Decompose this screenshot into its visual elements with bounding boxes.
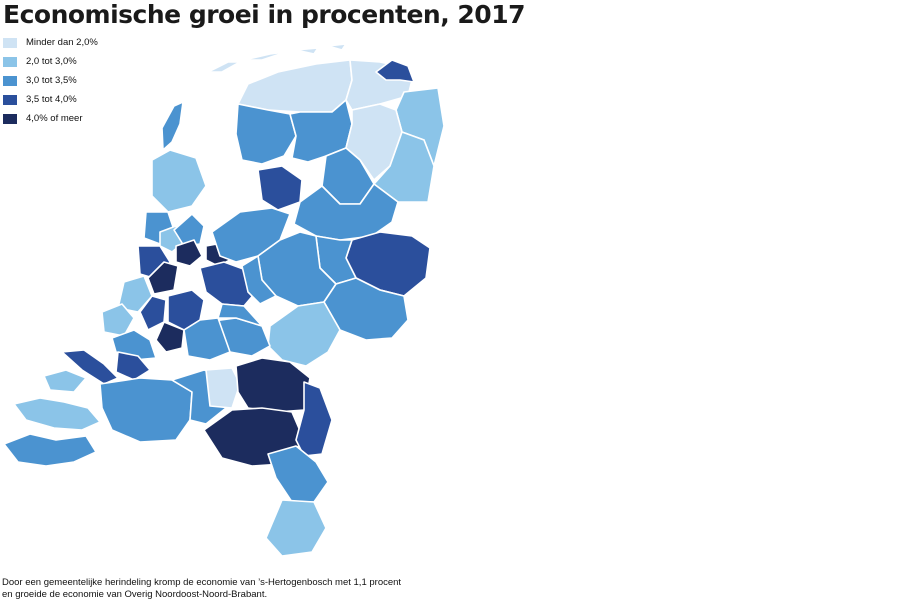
- region-arnhem-nijmegen[interactable]: [267, 301, 341, 367]
- legend-swatch: [3, 94, 17, 105]
- region-schiermonnikoog[interactable]: [327, 43, 347, 51]
- region-groot-rijnmond[interactable]: [155, 321, 185, 353]
- region-west-noord-brabant[interactable]: [99, 377, 193, 443]
- region-texel[interactable]: [161, 101, 184, 151]
- region-achterhoek[interactable]: [323, 277, 409, 341]
- region-utrecht[interactable]: [199, 261, 257, 307]
- region-zuid-limburg[interactable]: [265, 499, 327, 557]
- region-terschelling[interactable]: [243, 51, 287, 61]
- legend-swatch: [3, 37, 17, 48]
- region-s-gravenhage[interactable]: [101, 303, 135, 337]
- region-zuidoost-drenthe[interactable]: [373, 131, 435, 203]
- legend-item-gte4: 4,0% of meer: [3, 109, 98, 128]
- region-noord-friesland[interactable]: [237, 59, 353, 113]
- legend-item-lt2: Minder dan 2,0%: [3, 33, 98, 52]
- region-amsterdam[interactable]: [175, 239, 203, 267]
- region-delft-westland[interactable]: [139, 295, 167, 331]
- region-overig-zeeland[interactable]: [13, 397, 101, 431]
- footnote-line-1: Door een gemeentelijke herindeling kromp…: [2, 577, 402, 588]
- legend: Minder dan 2,0% 2,0 tot 3,0% 3,0 tot 3,5…: [3, 33, 98, 128]
- legend-item-35-4: 3,5 tot 4,0%: [3, 90, 98, 109]
- region-noordoost-noord-brabant[interactable]: [235, 357, 311, 413]
- legend-item-2-3: 2,0 tot 3,0%: [3, 52, 98, 71]
- legend-label: Minder dan 2,0%: [26, 37, 98, 48]
- legend-item-3-35: 3,0 tot 3,5%: [3, 71, 98, 90]
- region-ameland[interactable]: [295, 47, 319, 55]
- region-midden-limburg[interactable]: [267, 445, 329, 503]
- region-schouwen-duiveland[interactable]: [43, 369, 87, 393]
- legend-swatch: [3, 75, 17, 86]
- map-title: Economische groei in procenten, 2017: [3, 0, 525, 29]
- region-delfzijl[interactable]: [375, 59, 415, 83]
- region-hoeksche-waard[interactable]: [115, 351, 151, 381]
- region-vlieland[interactable]: [207, 61, 241, 73]
- legend-label: 4,0% of meer: [26, 113, 83, 124]
- region-amersfoort[interactable]: [241, 255, 277, 305]
- legend-label: 2,0 tot 3,0%: [26, 56, 77, 67]
- region-flevoland-noord[interactable]: [257, 165, 303, 211]
- region-noord-overijssel[interactable]: [293, 183, 399, 241]
- legend-label: 3,5 tot 4,0%: [26, 94, 77, 105]
- region-noord-drenthe[interactable]: [345, 103, 403, 181]
- region-s-hertogenbosch[interactable]: [205, 367, 241, 409]
- region-groot-amsterdam-zuid[interactable]: [147, 261, 179, 295]
- legend-swatch: [3, 113, 17, 124]
- region-kop-van-noord-holland[interactable]: [151, 149, 207, 213]
- region-zuidwest-friesland[interactable]: [235, 103, 297, 165]
- region-zuidoost-zuid-holland[interactable]: [183, 317, 231, 361]
- footnote: Door een gemeentelijke herindeling kromp…: [2, 577, 401, 601]
- footnote-line-2: en groeide de economie van Overig Noordo…: [2, 589, 268, 600]
- region-voorne-putten[interactable]: [61, 349, 119, 385]
- region-noord-limburg[interactable]: [295, 381, 333, 457]
- region-zeeuwsch-vlaanderen[interactable]: [3, 433, 97, 467]
- legend-swatch: [3, 56, 17, 67]
- region-utrecht-zuid[interactable]: [217, 303, 263, 327]
- legend-label: 3,0 tot 3,5%: [26, 75, 77, 86]
